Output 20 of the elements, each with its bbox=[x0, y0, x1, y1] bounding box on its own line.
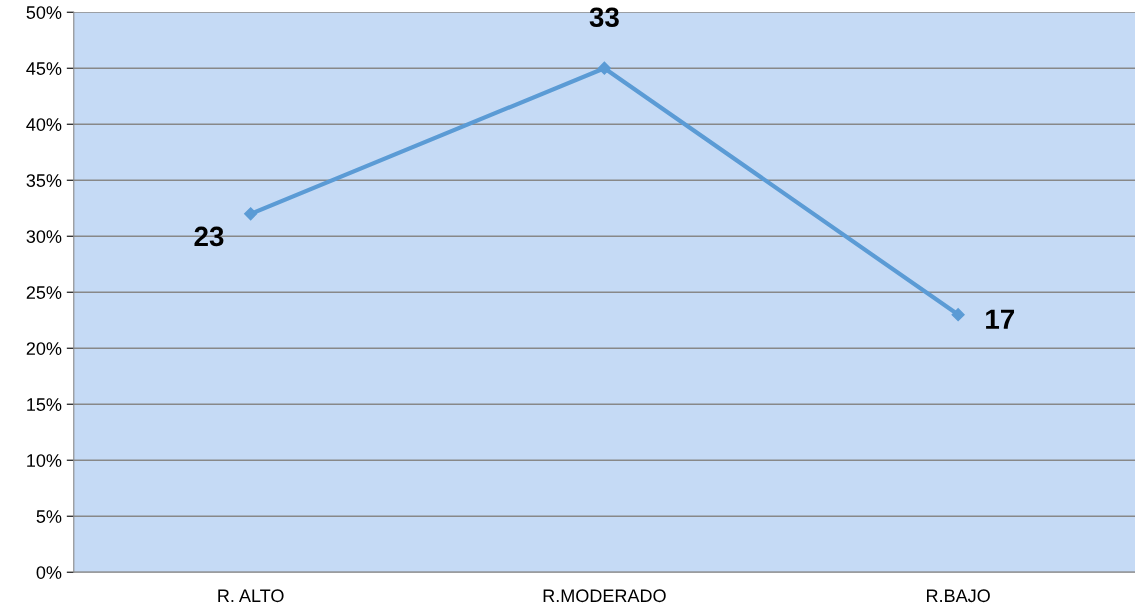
y-tick-label: 0% bbox=[36, 566, 62, 579]
annotation: 23 bbox=[194, 226, 224, 247]
annotation: 17 bbox=[986, 309, 1015, 329]
y-tick-label: 45% bbox=[26, 62, 62, 75]
y-tick-label: 40% bbox=[26, 118, 62, 131]
y-tick-label: 20% bbox=[26, 342, 62, 355]
y-tick-label: 50% bbox=[26, 6, 62, 19]
y-tick-label: 5% bbox=[36, 510, 62, 523]
x-tick-label: R.BAJO bbox=[927, 589, 990, 603]
point bbox=[244, 207, 258, 221]
y-tick-label: 15% bbox=[27, 398, 62, 411]
point bbox=[597, 61, 611, 75]
annotation: 33 bbox=[589, 7, 619, 28]
y-tick-label: 25% bbox=[26, 286, 62, 299]
y-tick-label: 30% bbox=[26, 230, 62, 243]
x-tick-label: R. ALTO bbox=[218, 589, 284, 603]
y-tick-label: 10% bbox=[27, 454, 62, 467]
x-tick-label: R.MODERADO bbox=[543, 589, 666, 603]
point bbox=[951, 308, 965, 322]
y-tick-label: 35% bbox=[26, 174, 62, 187]
